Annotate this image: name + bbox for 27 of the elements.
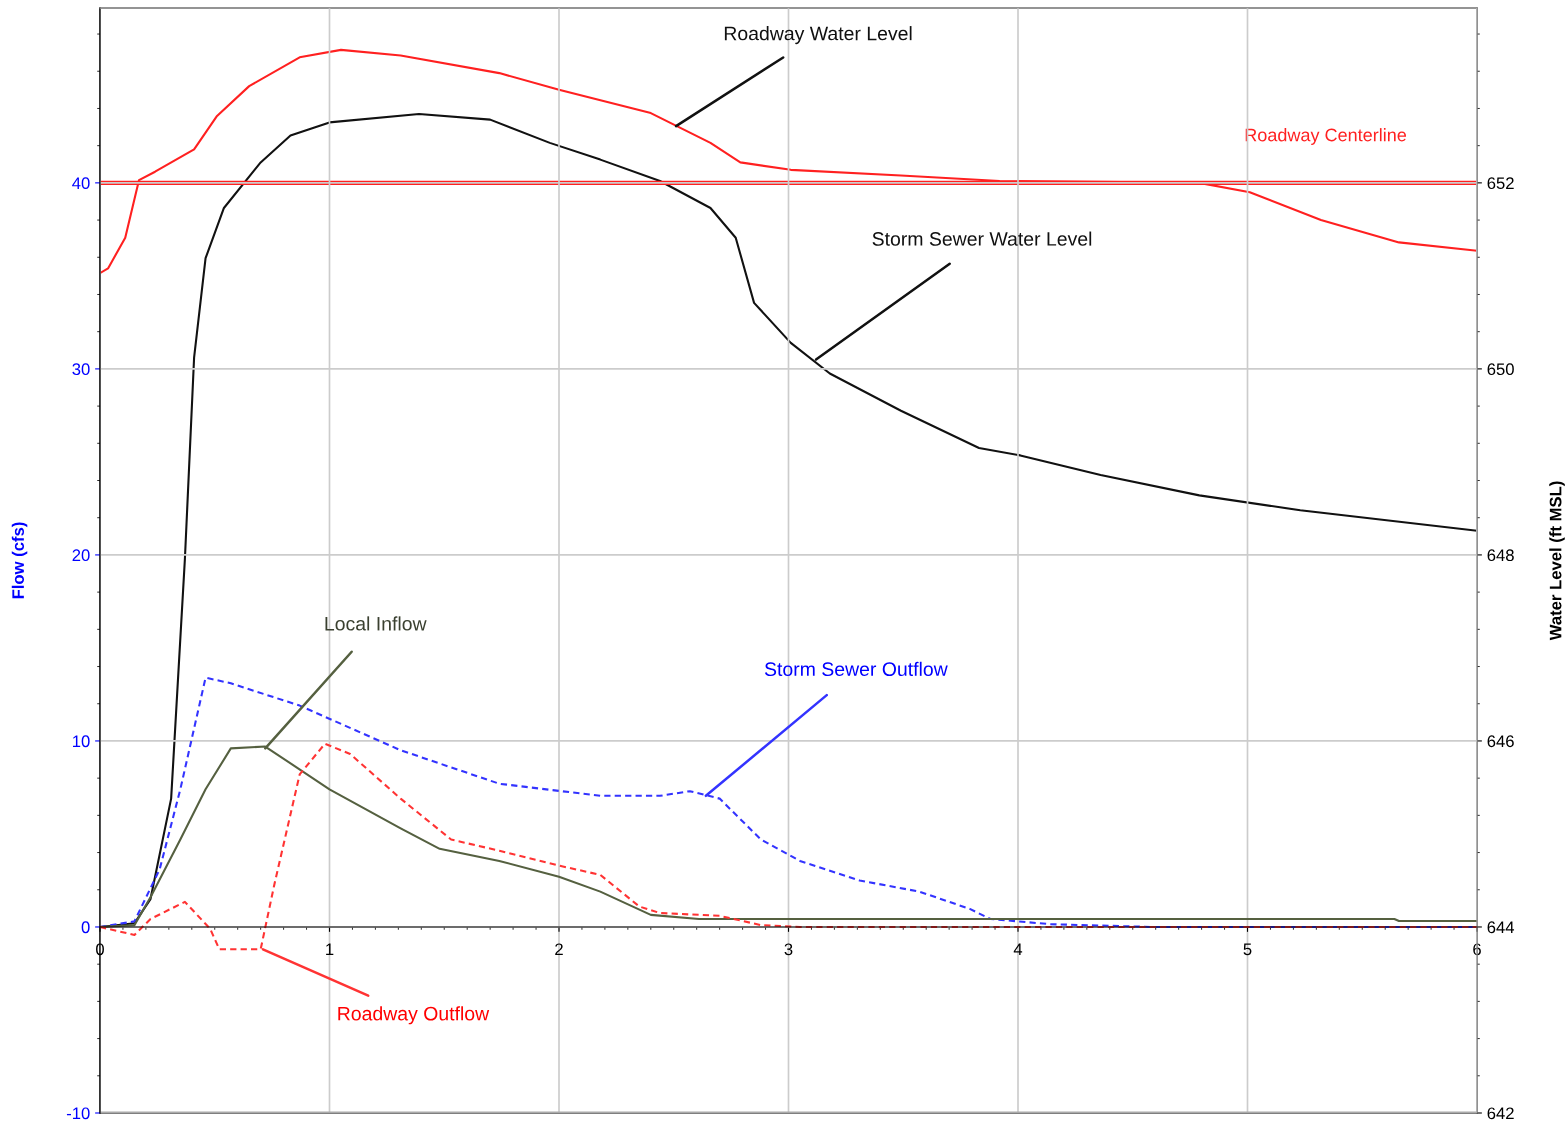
annotation: Local Inflow <box>325 616 427 631</box>
y-tick-label: 10 <box>73 735 90 748</box>
y-tick-label: 40 <box>72 177 90 190</box>
y2-tick-label: 650 <box>1487 363 1514 376</box>
x-tick-label: 4 <box>1013 943 1023 956</box>
y2-tick-label: 652 <box>1487 177 1514 190</box>
annotation: Storm Sewer Water Level <box>872 231 1092 246</box>
x-tick-label: 5 <box>1243 943 1252 956</box>
y2-tick-label: 644 <box>1487 921 1515 934</box>
y-tick-label: -10 <box>66 1107 90 1120</box>
y-tick-label: 20 <box>72 549 90 562</box>
ref-line-label: Roadway Centerline <box>1245 128 1407 145</box>
annotation: Roadway Outflow <box>338 1006 490 1025</box>
x-tick-label: 6 <box>1473 943 1481 956</box>
annotation: Roadway Water Level <box>724 26 912 45</box>
y-tick-label: 0 <box>81 921 90 934</box>
y-axis-title: Flow (cfs) <box>11 522 28 599</box>
y2-tick-label: 646 <box>1487 735 1514 748</box>
x-tick-label: 1 <box>326 943 334 956</box>
y2-tick-label: 648 <box>1487 549 1514 562</box>
y2-axis-title: Water Level (ft MSL) <box>1549 481 1565 641</box>
x-tick-label: 3 <box>784 943 793 956</box>
x-tick-label: 2 <box>555 943 563 956</box>
line-series <box>100 48 1477 275</box>
y-tick-label: 30 <box>72 363 90 376</box>
annotation: Storm Sewer Outflow <box>764 661 948 677</box>
y2-tick-label: 642 <box>1487 1107 1514 1120</box>
